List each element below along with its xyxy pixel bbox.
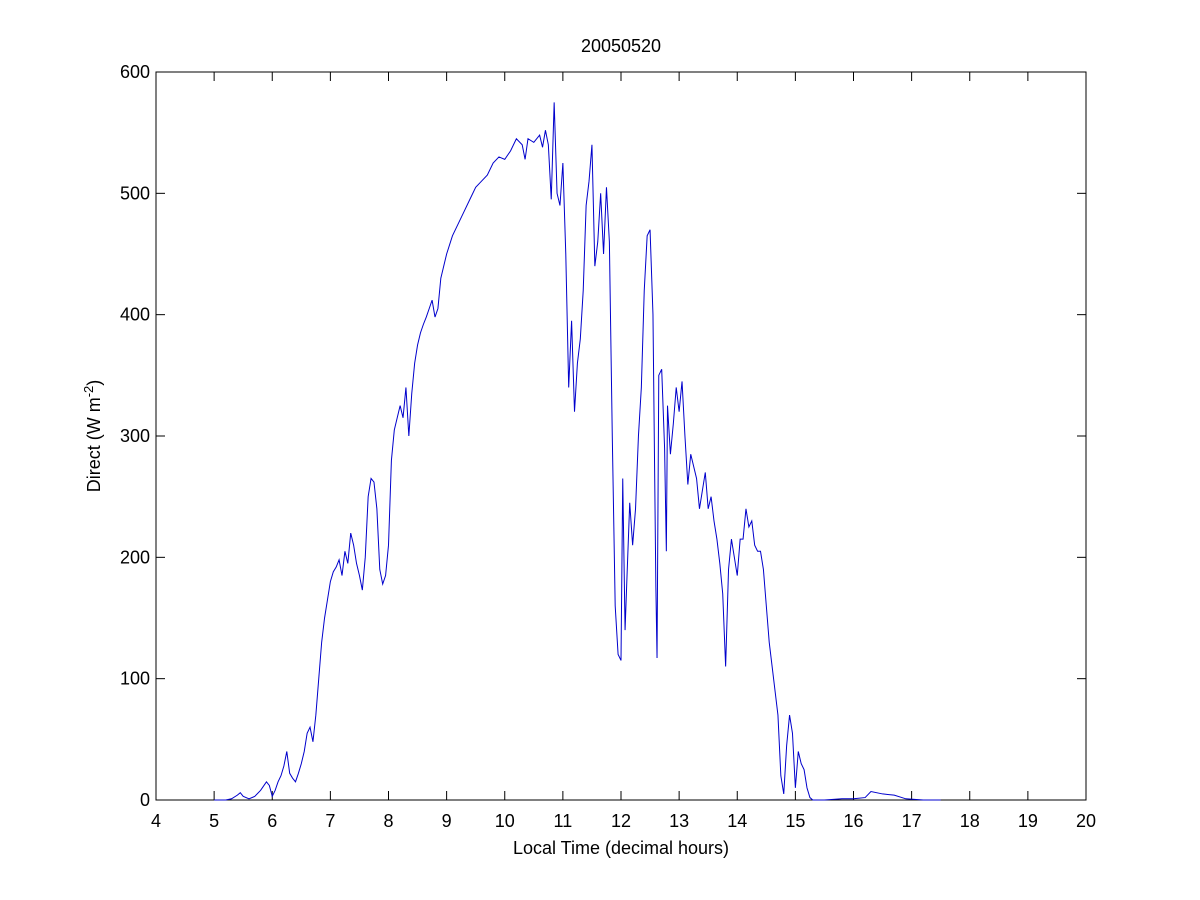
x-tick-label: 9 xyxy=(442,811,452,831)
y-tick-label: 0 xyxy=(140,790,150,810)
y-label-main: Direct (W m xyxy=(84,397,104,492)
x-tick-label: 16 xyxy=(843,811,863,831)
x-tick-label: 14 xyxy=(727,811,747,831)
x-tick-label: 10 xyxy=(495,811,515,831)
y-tick-label: 200 xyxy=(120,547,150,567)
x-tick-label: 13 xyxy=(669,811,689,831)
x-tick-label: 7 xyxy=(325,811,335,831)
y-axis-label: Direct (W m-2) xyxy=(81,380,104,493)
y-tick-label: 300 xyxy=(120,426,150,446)
y-label-sup: -2 xyxy=(81,386,96,398)
y-tick-label: 600 xyxy=(120,62,150,82)
x-axis-label: Local Time (decimal hours) xyxy=(513,838,729,858)
x-tick-label: 5 xyxy=(209,811,219,831)
x-tick-label: 19 xyxy=(1018,811,1038,831)
x-tick-label: 15 xyxy=(785,811,805,831)
data-line xyxy=(214,102,941,801)
x-tick-label: 11 xyxy=(554,811,573,831)
y-tick-label: 400 xyxy=(120,305,150,325)
plot-box xyxy=(155,71,1087,801)
x-tick-label: 8 xyxy=(383,811,393,831)
y-tick-label: 100 xyxy=(120,669,150,689)
y-label-tail: ) xyxy=(84,380,104,386)
x-tick-label: 18 xyxy=(960,811,980,831)
chart-title: 20050520 xyxy=(581,36,661,56)
x-tick-label: 6 xyxy=(267,811,277,831)
x-tick-label: 17 xyxy=(902,811,922,831)
x-tick-label: 20 xyxy=(1076,811,1096,831)
x-tick-label: 12 xyxy=(611,811,631,831)
x-tick-label: 4 xyxy=(151,811,161,831)
y-tick-label: 500 xyxy=(120,183,150,203)
